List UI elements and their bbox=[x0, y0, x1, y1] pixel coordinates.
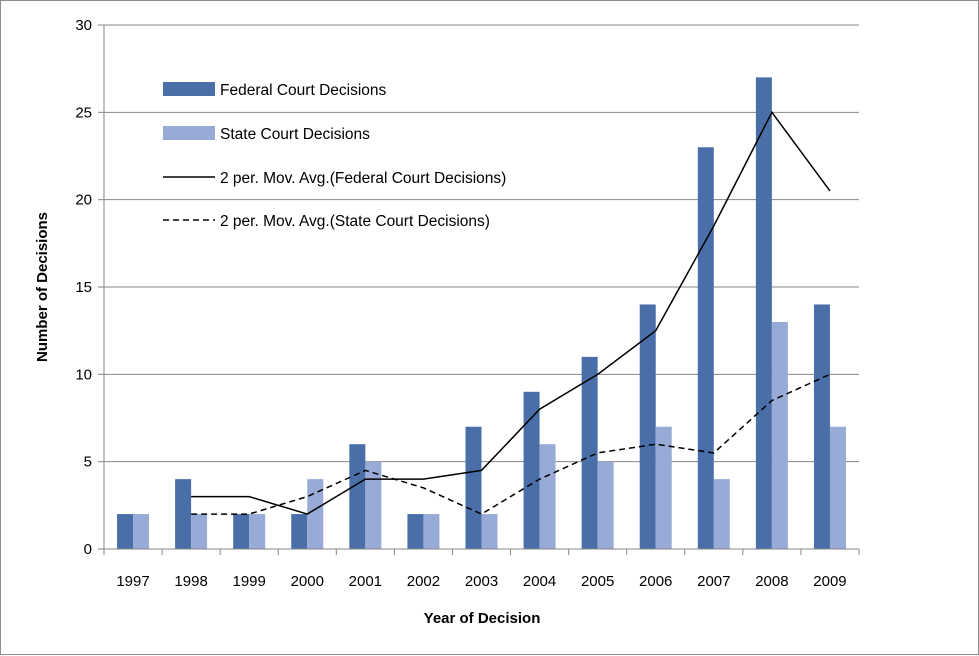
federal-bar bbox=[233, 514, 250, 549]
x-tick-label: 2009 bbox=[813, 573, 846, 590]
state-bar bbox=[539, 444, 556, 549]
y-tick-label: 15 bbox=[75, 279, 92, 296]
state-bar bbox=[829, 426, 846, 549]
gridlines bbox=[104, 24, 859, 463]
x-tick-label: 2003 bbox=[465, 573, 498, 590]
x-tick-label: 2008 bbox=[755, 573, 788, 590]
x-tick-label: 2001 bbox=[349, 573, 382, 590]
federal-bar bbox=[755, 77, 772, 550]
state-bar bbox=[713, 479, 730, 549]
x-tick-label: 2006 bbox=[639, 573, 672, 590]
legend-label: 2 per. Mov. Avg.(Federal Court Decisions… bbox=[220, 170, 506, 187]
y-tick-label: 0 bbox=[84, 541, 92, 558]
legend-label: Federal Court Decisions bbox=[220, 82, 387, 99]
x-tick-label: 2004 bbox=[523, 573, 556, 590]
x-axis-title: Year of Decision bbox=[424, 610, 541, 627]
legend-label: 2 per. Mov. Avg.(State Court Decisions) bbox=[220, 213, 490, 230]
x-tick-label: 2005 bbox=[581, 573, 614, 590]
state-bar bbox=[423, 514, 440, 549]
state-bar bbox=[655, 426, 672, 549]
y-tick-label: 30 bbox=[75, 17, 92, 34]
state-bar bbox=[365, 461, 382, 549]
federal-bar bbox=[117, 514, 134, 549]
y-axis-title: Number of Decisions bbox=[34, 212, 51, 362]
federal-bar bbox=[175, 479, 192, 549]
y-tick-labels: 0 5 10 15 20 25 30 bbox=[75, 17, 104, 558]
moving-average-lines bbox=[191, 110, 831, 515]
legend: Federal Court Decisions State Court Decis… bbox=[163, 82, 506, 230]
y-tick-label: 25 bbox=[75, 104, 92, 121]
x-tick-label: 1997 bbox=[116, 573, 149, 590]
federal-bar bbox=[813, 304, 830, 549]
state-bar bbox=[481, 514, 498, 549]
legend-swatch-federal bbox=[163, 82, 215, 96]
x-tick-label: 1999 bbox=[233, 573, 266, 590]
federal-bar bbox=[465, 426, 482, 549]
legend-swatch-state bbox=[163, 126, 215, 140]
federal-bar bbox=[639, 304, 656, 549]
state-bar bbox=[191, 514, 208, 549]
state-bar bbox=[133, 514, 150, 549]
x-tick-label: 1998 bbox=[174, 573, 207, 590]
federal-bar bbox=[697, 147, 714, 549]
state-bar bbox=[249, 514, 266, 549]
federal-bar bbox=[291, 514, 308, 549]
federal-bar bbox=[407, 514, 424, 549]
y-tick-label: 20 bbox=[75, 192, 92, 209]
y-tick-label: 10 bbox=[75, 366, 92, 383]
x-tick-label: 2000 bbox=[291, 573, 324, 590]
y-tick-label: 5 bbox=[84, 454, 92, 471]
x-tick-labels: 1997 1998 1999 2000 2001 2002 2003 2004 2005 2006… bbox=[103, 549, 860, 590]
state-bar bbox=[307, 479, 324, 549]
federal-bar bbox=[349, 444, 366, 549]
federal-bar bbox=[523, 391, 540, 549]
state-bar bbox=[771, 321, 788, 549]
x-tick-label: 2002 bbox=[407, 573, 440, 590]
federal-bar bbox=[581, 356, 598, 549]
state-bar bbox=[597, 461, 614, 549]
state-moving-average-line bbox=[191, 373, 831, 515]
legend-label: State Court Decisions bbox=[220, 126, 370, 143]
federal-moving-average-line bbox=[191, 110, 831, 515]
bars bbox=[117, 77, 846, 550]
x-tick-label: 2007 bbox=[697, 573, 730, 590]
